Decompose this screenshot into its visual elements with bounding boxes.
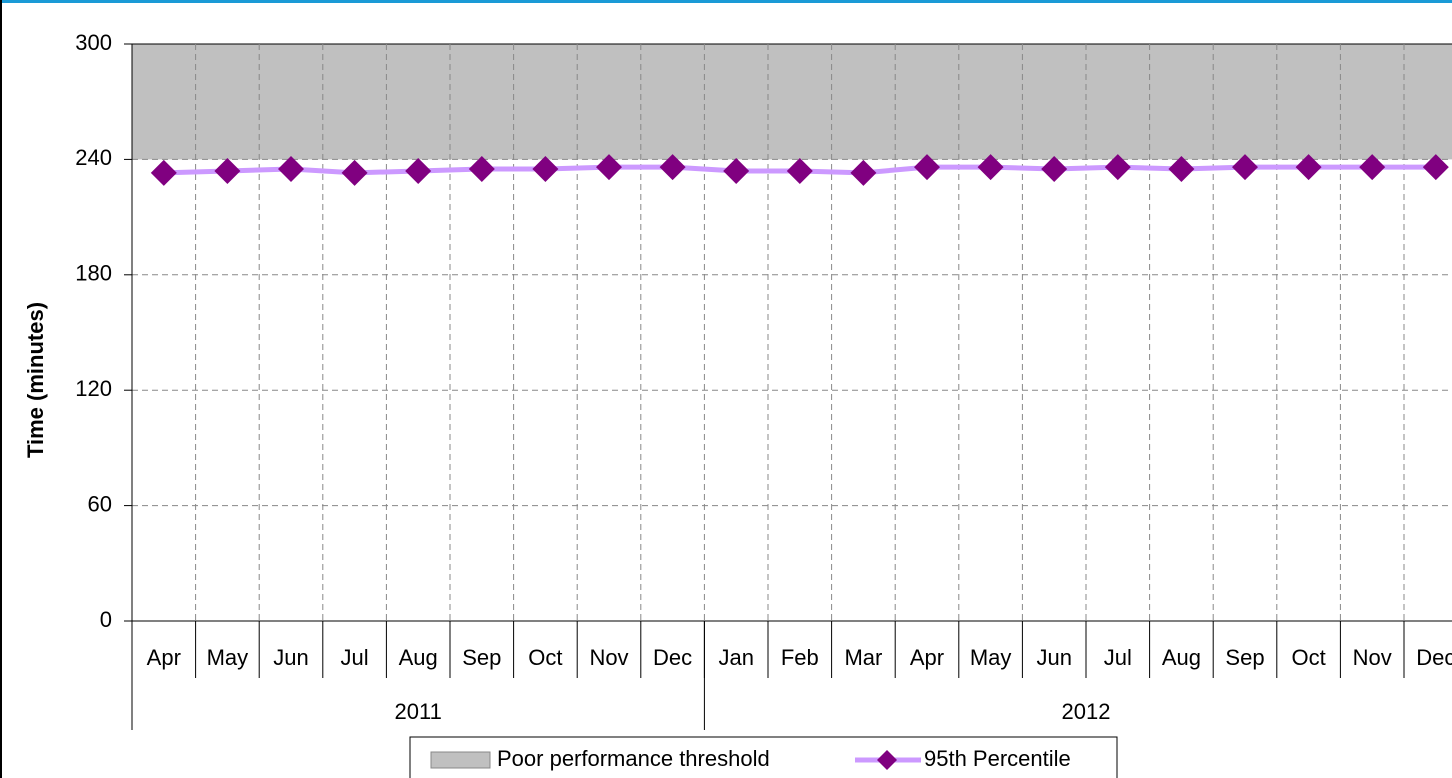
marker [1359, 154, 1386, 181]
x-tick-label: May [970, 645, 1012, 670]
x-tick-label: Oct [1291, 645, 1325, 670]
marker [1295, 154, 1322, 181]
marker [214, 157, 241, 184]
legend-marker [877, 750, 897, 770]
marker [468, 156, 495, 183]
marker [150, 159, 177, 186]
x-tick-label: Aug [1162, 645, 1201, 670]
left-border [0, 0, 2, 778]
marker [1232, 154, 1258, 181]
marker [850, 159, 877, 186]
y-axis-label: Time (minutes) [23, 302, 48, 458]
marker [914, 154, 940, 181]
legend-swatch [430, 751, 491, 769]
x-tick-label: Nov [589, 645, 628, 670]
marker [532, 156, 559, 183]
marker [977, 154, 1004, 181]
marker [278, 156, 304, 183]
x-tick-label: Aug [399, 645, 438, 670]
y-tick-label: 180 [75, 261, 112, 286]
x-group-label: 2011 [395, 699, 442, 724]
legend-label: Poor performance threshold [497, 746, 770, 771]
x-tick-label: Mar [844, 645, 882, 670]
x-tick-label: Apr [147, 645, 181, 670]
top-border [0, 0, 1452, 3]
threshold-area [132, 44, 1452, 160]
marker [1168, 156, 1195, 183]
x-tick-label: Jul [1104, 645, 1132, 670]
x-tick-label: Oct [528, 645, 562, 670]
x-tick-label: Dec [653, 645, 692, 670]
legend-box [409, 736, 1118, 778]
x-tick-label: Jan [718, 645, 753, 670]
y-tick-label: 120 [75, 376, 112, 401]
marker [405, 157, 432, 184]
y-tick-label: 60 [88, 491, 112, 516]
marker [786, 157, 813, 184]
marker [1104, 154, 1131, 181]
x-tick-label: Sep [1225, 645, 1264, 670]
marker [596, 154, 622, 181]
legend-label: 95th Percentile [924, 746, 1071, 771]
x-tick-label: Apr [910, 645, 944, 670]
x-tick-label: Jun [273, 645, 308, 670]
marker [341, 159, 368, 186]
x-tick-label: Feb [781, 645, 819, 670]
y-tick-label: 0 [100, 607, 112, 632]
x-tick-label: Jun [1036, 645, 1071, 670]
marker [1422, 154, 1449, 181]
y-tick-label: 240 [75, 145, 112, 170]
x-tick-label: Sep [462, 645, 501, 670]
marker [659, 154, 686, 181]
marker [1041, 156, 1068, 183]
x-tick-label: Dec [1416, 645, 1452, 670]
x-tick-label: May [207, 645, 249, 670]
y-tick-label: 300 [75, 30, 112, 55]
x-tick-label: Nov [1353, 645, 1392, 670]
marker [723, 157, 750, 184]
x-tick-label: Jul [341, 645, 369, 670]
x-group-label: 2012 [1062, 699, 1111, 724]
